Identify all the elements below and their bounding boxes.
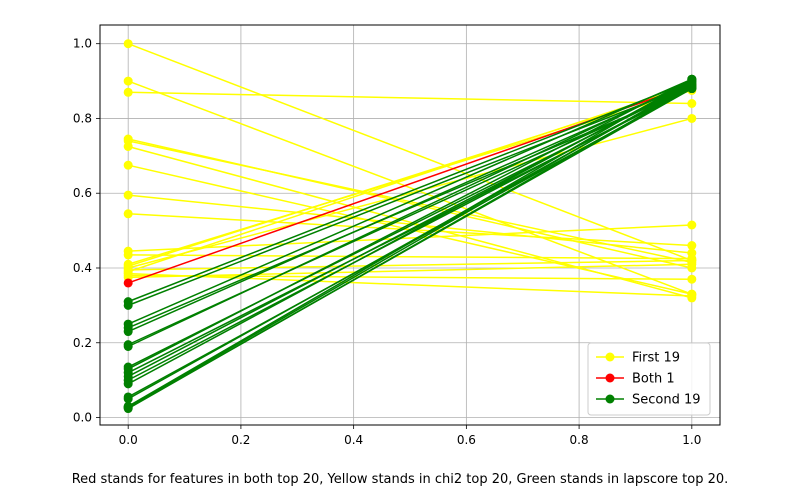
series-line xyxy=(128,263,692,279)
series-line xyxy=(127,80,693,385)
data-point xyxy=(123,76,133,86)
x-tick-label: 0.6 xyxy=(457,433,476,447)
data-point xyxy=(123,327,133,337)
legend-marker xyxy=(605,373,615,383)
x-tick-label: 0.0 xyxy=(119,433,138,447)
x-tick-label: 0.2 xyxy=(231,433,250,447)
data-point xyxy=(123,141,133,151)
data-point xyxy=(687,220,697,230)
legend-box xyxy=(587,342,711,416)
y-tick-label: 1.0 xyxy=(73,37,92,51)
y-tick-label: 0.2 xyxy=(73,336,92,350)
line-chart: 0.0 0.2 0.4 0.6 0.8 1.0 0.0 0.2 0.4 0.6 0.8 1.0 Fir… xyxy=(73,24,721,447)
series-lines xyxy=(123,39,697,414)
series-line xyxy=(127,80,693,303)
series-line xyxy=(127,78,693,370)
data-point xyxy=(123,341,133,351)
data-point xyxy=(123,87,133,97)
x-tick-label: 1.0 xyxy=(682,433,701,447)
data-point xyxy=(687,259,697,269)
data-point xyxy=(123,39,133,49)
data-point xyxy=(123,278,133,288)
y-tick-label: 0.8 xyxy=(73,111,92,125)
legend-marker xyxy=(605,352,615,362)
data-point xyxy=(687,113,697,123)
series-line xyxy=(128,91,692,105)
series-line xyxy=(127,87,693,329)
data-point xyxy=(123,209,133,219)
series-line xyxy=(127,86,693,381)
data-point xyxy=(123,300,133,310)
data-point xyxy=(123,394,133,404)
data-point xyxy=(123,250,133,260)
series-line xyxy=(127,42,693,262)
axes: 0.0 0.2 0.4 0.6 0.8 1.0 0.0 0.2 0.4 0.6 0.8 1.0 xyxy=(73,37,701,447)
y-tick-label: 0.6 xyxy=(73,186,92,200)
series-line xyxy=(128,274,692,280)
series-line xyxy=(127,82,693,408)
legend: First 19 Both 1 Second 19 xyxy=(587,342,711,416)
data-point xyxy=(687,274,697,284)
data-point xyxy=(687,82,697,92)
data-point xyxy=(687,241,697,251)
series-line xyxy=(127,78,693,325)
series-line xyxy=(127,86,693,410)
series-line xyxy=(127,117,693,269)
series-0 xyxy=(123,39,697,303)
series-line xyxy=(127,84,693,273)
figure-caption: Red stands for features in both top 20, … xyxy=(71,472,729,487)
plot-frame xyxy=(99,24,721,426)
data-point xyxy=(123,379,133,389)
series-2 xyxy=(123,74,697,414)
legend-label: Both 1 xyxy=(632,372,675,387)
data-point xyxy=(123,404,133,414)
legend-label: First 19 xyxy=(632,351,680,366)
legend-marker xyxy=(605,394,615,404)
data-point xyxy=(123,160,133,170)
data-point xyxy=(687,291,697,301)
series-line xyxy=(127,84,693,307)
x-tick-label: 0.8 xyxy=(570,433,589,447)
series-line xyxy=(128,272,692,297)
series-line xyxy=(127,78,693,407)
x-tick-label: 0.4 xyxy=(344,433,363,447)
series-line xyxy=(127,80,693,348)
series-line xyxy=(128,224,692,252)
series-line xyxy=(128,254,692,260)
y-tick-label: 0.4 xyxy=(73,261,92,275)
y-tick-label: 0.0 xyxy=(73,411,92,425)
series-line xyxy=(127,82,693,333)
legend-label: Second 19 xyxy=(632,393,701,408)
data-point xyxy=(123,190,133,200)
data-point xyxy=(687,99,697,109)
